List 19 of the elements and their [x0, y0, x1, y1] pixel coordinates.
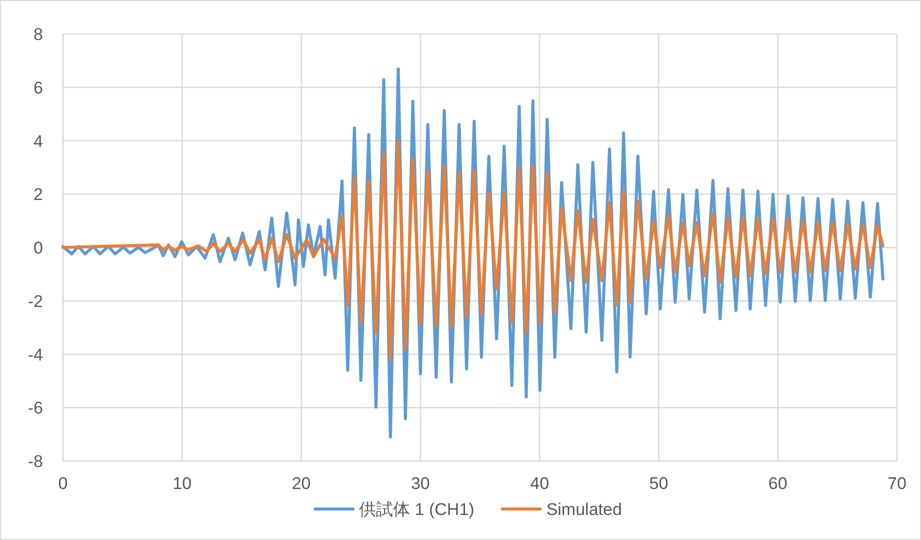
x-tick-label: 50: [649, 474, 668, 493]
x-tick-label: 0: [58, 474, 68, 493]
y-tick-label: 0: [34, 238, 43, 258]
x-tick-label: 10: [172, 474, 192, 493]
x-tick-label: 60: [768, 474, 788, 493]
y-tick-label: 4: [34, 132, 43, 151]
x-tick-label: 20: [292, 474, 311, 493]
legend-label: Simulated: [546, 500, 622, 519]
y-tick-label: -4: [28, 345, 43, 364]
legend-label: 供試体 1 (CH1): [359, 500, 474, 519]
y-tick-label: -8: [28, 452, 43, 471]
y-tick-label: 8: [34, 25, 43, 44]
x-tick-label: 70: [888, 474, 906, 493]
x-tick-label: 40: [530, 474, 550, 493]
y-tick-label: -2: [28, 292, 43, 311]
y-tick-label: 2: [34, 185, 43, 204]
y-tick-label: 6: [34, 78, 43, 98]
x-tick-label: 30: [410, 474, 430, 493]
y-tick-label: -6: [28, 398, 43, 418]
